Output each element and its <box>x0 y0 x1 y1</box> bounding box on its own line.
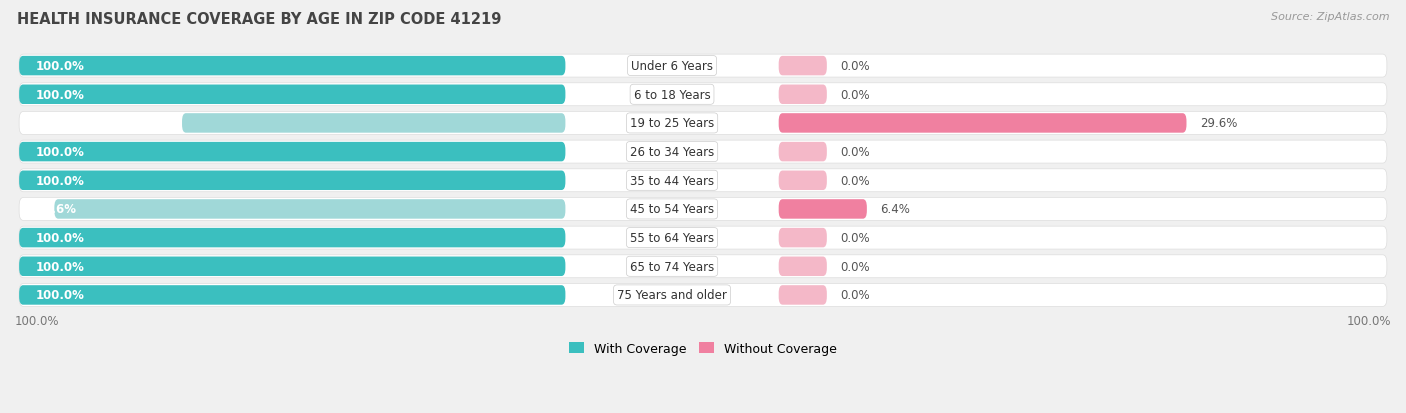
FancyBboxPatch shape <box>779 285 827 305</box>
Text: 100.0%: 100.0% <box>35 174 84 188</box>
Text: 100.0%: 100.0% <box>1347 314 1391 327</box>
Text: 6 to 18 Years: 6 to 18 Years <box>634 88 710 102</box>
FancyBboxPatch shape <box>55 200 565 219</box>
Text: 0.0%: 0.0% <box>841 174 870 188</box>
FancyBboxPatch shape <box>779 200 868 219</box>
Text: 100.0%: 100.0% <box>35 60 84 73</box>
Text: 100.0%: 100.0% <box>35 260 84 273</box>
Text: 75 Years and older: 75 Years and older <box>617 289 727 302</box>
FancyBboxPatch shape <box>20 141 1386 164</box>
Text: 0.0%: 0.0% <box>841 146 870 159</box>
FancyBboxPatch shape <box>779 57 827 76</box>
FancyBboxPatch shape <box>779 171 827 190</box>
Text: 6.4%: 6.4% <box>880 203 911 216</box>
FancyBboxPatch shape <box>20 171 565 190</box>
FancyBboxPatch shape <box>779 142 827 162</box>
FancyBboxPatch shape <box>20 169 1386 192</box>
FancyBboxPatch shape <box>779 114 1187 133</box>
FancyBboxPatch shape <box>20 83 1386 107</box>
FancyBboxPatch shape <box>20 85 565 105</box>
FancyBboxPatch shape <box>20 284 1386 307</box>
FancyBboxPatch shape <box>20 255 1386 278</box>
Text: 100.0%: 100.0% <box>15 314 59 327</box>
FancyBboxPatch shape <box>779 228 827 248</box>
Text: Source: ZipAtlas.com: Source: ZipAtlas.com <box>1271 12 1389 22</box>
Text: 35 to 44 Years: 35 to 44 Years <box>630 174 714 188</box>
FancyBboxPatch shape <box>20 227 1386 249</box>
Text: 45 to 54 Years: 45 to 54 Years <box>630 203 714 216</box>
FancyBboxPatch shape <box>20 228 565 248</box>
Text: 93.6%: 93.6% <box>35 203 77 216</box>
Text: 19 to 25 Years: 19 to 25 Years <box>630 117 714 130</box>
FancyBboxPatch shape <box>20 198 1386 221</box>
Text: 100.0%: 100.0% <box>35 232 84 244</box>
FancyBboxPatch shape <box>20 142 565 162</box>
Text: 0.0%: 0.0% <box>841 260 870 273</box>
Text: 0.0%: 0.0% <box>841 88 870 102</box>
Text: 0.0%: 0.0% <box>841 60 870 73</box>
FancyBboxPatch shape <box>20 57 565 76</box>
FancyBboxPatch shape <box>181 114 565 133</box>
FancyBboxPatch shape <box>779 257 827 276</box>
Text: 100.0%: 100.0% <box>35 88 84 102</box>
FancyBboxPatch shape <box>20 285 565 305</box>
FancyBboxPatch shape <box>20 55 1386 78</box>
Text: 29.6%: 29.6% <box>1201 117 1237 130</box>
Text: 26 to 34 Years: 26 to 34 Years <box>630 146 714 159</box>
Text: 100.0%: 100.0% <box>35 289 84 302</box>
FancyBboxPatch shape <box>20 112 1386 135</box>
Text: 0.0%: 0.0% <box>841 289 870 302</box>
FancyBboxPatch shape <box>779 85 827 105</box>
Text: 55 to 64 Years: 55 to 64 Years <box>630 232 714 244</box>
Text: 0.0%: 0.0% <box>841 232 870 244</box>
Text: 65 to 74 Years: 65 to 74 Years <box>630 260 714 273</box>
Text: 70.4%: 70.4% <box>35 117 76 130</box>
Text: 100.0%: 100.0% <box>35 146 84 159</box>
FancyBboxPatch shape <box>20 257 565 276</box>
Legend: With Coverage, Without Coverage: With Coverage, Without Coverage <box>564 337 842 360</box>
Text: HEALTH INSURANCE COVERAGE BY AGE IN ZIP CODE 41219: HEALTH INSURANCE COVERAGE BY AGE IN ZIP … <box>17 12 502 27</box>
Text: Under 6 Years: Under 6 Years <box>631 60 713 73</box>
